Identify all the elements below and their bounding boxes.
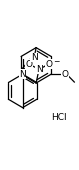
- Text: N: N: [36, 65, 42, 74]
- Text: O: O: [26, 60, 33, 69]
- Text: N: N: [19, 70, 26, 79]
- Text: HCl: HCl: [51, 113, 67, 122]
- Text: N: N: [31, 53, 38, 62]
- Text: O: O: [62, 70, 69, 79]
- Text: +: +: [43, 63, 49, 69]
- Text: O: O: [45, 60, 52, 69]
- Text: −: −: [53, 57, 60, 66]
